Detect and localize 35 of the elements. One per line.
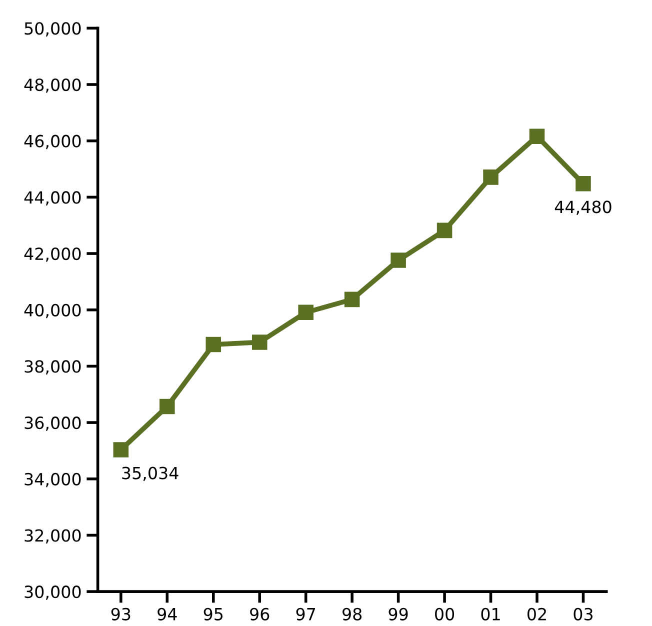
point — [483, 170, 498, 185]
x-tick-label: 01 — [481, 608, 500, 620]
y-tick-label: 38,000 — [24, 360, 81, 374]
y-tick-label: 50,000 — [24, 22, 81, 36]
point — [298, 304, 314, 320]
y-tick-label: 40,000 — [24, 304, 81, 318]
point — [529, 128, 545, 144]
y-tick-label: 36,000 — [24, 416, 81, 431]
x-tick-label: 93 — [111, 608, 130, 620]
x-tick-label: 97 — [296, 608, 316, 620]
data-label: 44,480 — [554, 200, 612, 215]
x-tick-label: 03 — [574, 608, 593, 620]
point — [206, 336, 222, 352]
y-tick-label: 32,000 — [24, 529, 81, 544]
x-tick-label: 95 — [204, 608, 223, 620]
x-tick-label: 99 — [388, 608, 408, 620]
y-tick-label: 48,000 — [24, 78, 81, 93]
point — [436, 222, 452, 238]
data-label: 35,034 — [122, 466, 178, 482]
y-tick-label: 42,000 — [24, 247, 81, 262]
x-tick-label: 96 — [250, 608, 270, 620]
point — [390, 252, 406, 268]
point — [576, 176, 591, 192]
x-tick-label: 00 — [435, 608, 454, 620]
point — [344, 292, 360, 308]
y-tick-label: 30,000 — [24, 586, 81, 600]
x-tick-label: 02 — [528, 608, 546, 620]
y-tick-label: 46,000 — [24, 134, 81, 150]
point — [252, 334, 268, 350]
y-tick-label: 34,000 — [24, 472, 81, 488]
point — [113, 442, 129, 458]
point — [160, 398, 175, 414]
x-tick-label: 98 — [342, 608, 362, 620]
x-tick-label: 94 — [158, 608, 177, 620]
y-tick-label: 44,000 — [24, 191, 81, 206]
